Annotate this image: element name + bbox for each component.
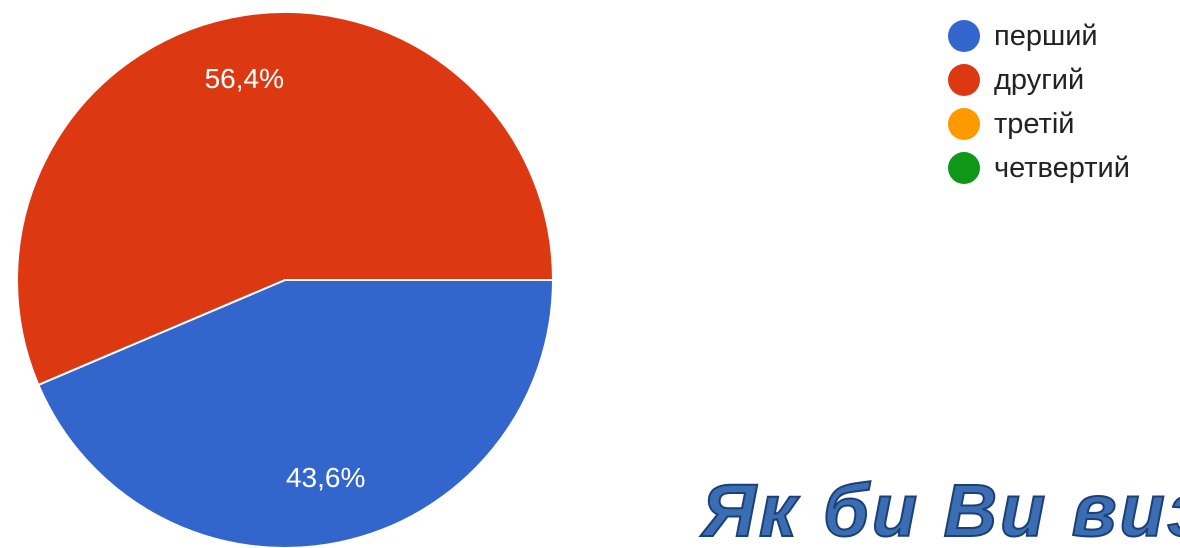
slice-label-1: 43,6% [286, 462, 365, 493]
legend-dot-icon [948, 20, 980, 52]
legend-dot-icon [948, 64, 980, 96]
pie-slice-2[interactable] [16, 11, 555, 387]
legend-dot-icon [948, 108, 980, 140]
legend-item-chetvertyi[interactable]: четвертий [948, 146, 1130, 190]
slice-label-2: 56,4% [205, 63, 284, 94]
legend-label: третій [994, 107, 1075, 140]
legend-label: четвертий [994, 151, 1130, 184]
legend-item-druhyi[interactable]: другий [948, 58, 1130, 102]
question-heading: Як би Ви виз [701, 469, 1180, 548]
pie-slices [16, 11, 555, 548]
legend: перший другий третій четвертий [948, 14, 1130, 190]
legend-dot-icon [948, 152, 980, 184]
pie-slice-1[interactable] [37, 279, 555, 548]
pie-slice-labels: 43,6% 56,4% [205, 63, 366, 493]
legend-item-pershyi[interactable]: перший [948, 14, 1130, 58]
legend-label: перший [994, 19, 1098, 52]
legend-item-tretii[interactable]: третій [948, 102, 1130, 146]
legend-label: другий [994, 63, 1085, 96]
